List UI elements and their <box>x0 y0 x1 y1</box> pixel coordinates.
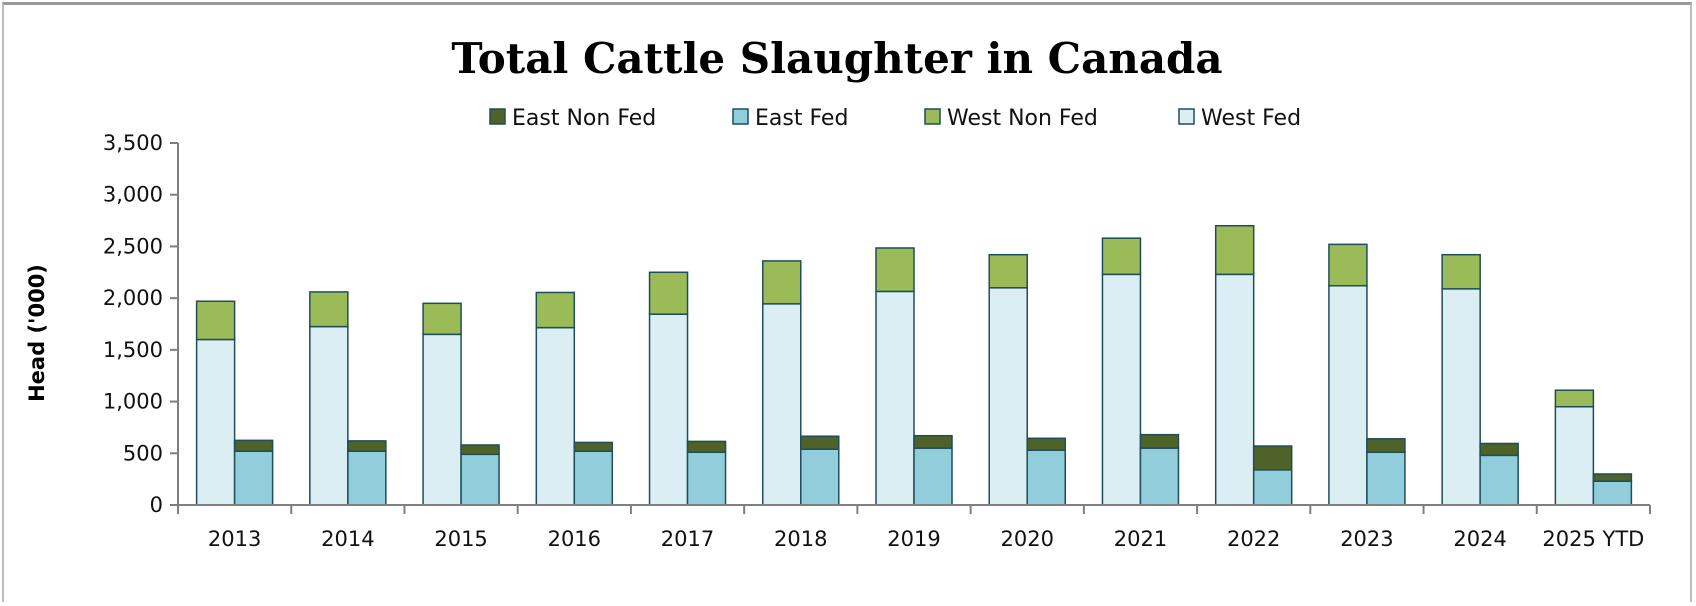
legend-label-west-fed: West Fed <box>1201 106 1301 131</box>
bar-east-fed-2014 <box>347 450 387 506</box>
y-axis-label: Head ('000) <box>25 264 49 402</box>
bar-west-non-fed-2016 <box>535 291 576 329</box>
x-tick-label-2023: 2023 <box>1340 527 1393 551</box>
x-tick-label-2020: 2020 <box>1001 527 1054 551</box>
y-tick-label-2500: 2,500 <box>103 234 163 258</box>
bar-east-fed-2016 <box>573 450 614 506</box>
x-tick-label-2025-ytd: 2025 YTD <box>1542 527 1644 551</box>
bar-east-non-fed-2017 <box>686 440 727 454</box>
bar-west-fed-2019 <box>875 290 915 506</box>
bars <box>195 224 1633 506</box>
bar-east-fed-2017 <box>686 451 727 506</box>
bar-east-fed-2021 <box>1139 447 1180 506</box>
bar-east-non-fed-2023 <box>1366 438 1406 454</box>
bar-west-fed-2018 <box>762 303 802 506</box>
legend-label-west-non-fed: West Non Fed <box>947 106 1098 131</box>
x-tick-label-2017: 2017 <box>661 527 714 551</box>
bar-west-non-fed-2015 <box>422 302 462 336</box>
bar-west-non-fed-2017 <box>648 271 689 315</box>
bar-east-fed-2020 <box>1026 449 1066 506</box>
x-tick-label-2024: 2024 <box>1453 527 1506 551</box>
y-tick-label-0: 0 <box>150 493 163 517</box>
bar-west-non-fed-2020 <box>988 253 1028 289</box>
bar-east-non-fed-2021 <box>1139 433 1180 449</box>
bar-east-fed-2022 <box>1252 469 1293 506</box>
legend-swatch-west-non-fed <box>924 108 941 125</box>
x-axis: 2013 2014 2015 2016 2017 2018 2019 2020 2021 2022… <box>177 504 1651 551</box>
bar-west-non-fed-2018 <box>762 260 802 305</box>
bar-east-fed-2023 <box>1366 451 1406 506</box>
y-tick-label-3500: 3,500 <box>103 131 163 155</box>
bar-east-non-fed-2014 <box>347 440 387 452</box>
bar-west-non-fed-2014 <box>309 291 349 328</box>
bar-west-fed-2022 <box>1214 273 1255 506</box>
x-tick-label-2016: 2016 <box>548 527 601 551</box>
bar-west-fed-2014 <box>309 325 349 506</box>
bar-east-fed-2025-ytd <box>1592 480 1633 506</box>
bar-east-non-fed-2019 <box>913 434 953 449</box>
x-tick-label-2015: 2015 <box>434 527 487 551</box>
bar-west-non-fed-2013 <box>195 300 236 341</box>
bar-east-non-fed-2015 <box>460 444 500 456</box>
legend-swatch-east-non-fed <box>489 108 506 125</box>
bar-east-fed-2015 <box>460 453 500 506</box>
bar-west-non-fed-2023 <box>1328 243 1368 287</box>
y-tick-label-500: 500 <box>123 441 163 465</box>
bar-east-non-fed-2024 <box>1479 442 1519 457</box>
bar-west-fed-2016 <box>535 326 576 506</box>
bar-east-non-fed-2025-ytd <box>1592 473 1633 482</box>
x-tick-label-2022: 2022 <box>1227 527 1280 551</box>
y-tick-label-1000: 1,000 <box>103 390 163 414</box>
y-tick-label-1500: 1,500 <box>103 338 163 362</box>
legend-swatch-west-fed <box>1178 108 1195 125</box>
bar-west-fed-2025-ytd <box>1554 405 1595 506</box>
x-tick-label-2013: 2013 <box>208 527 261 551</box>
legend-label-east-fed: East Fed <box>755 106 848 131</box>
x-tick-label-2021: 2021 <box>1114 527 1167 551</box>
legend-swatch-east-fed <box>732 108 749 125</box>
bar-east-fed-2024 <box>1479 454 1519 506</box>
bar-east-fed-2019 <box>913 447 953 506</box>
bar-west-fed-2023 <box>1328 284 1368 506</box>
bar-west-fed-2017 <box>648 313 689 506</box>
bar-west-fed-2015 <box>422 333 462 506</box>
y-axis: 0 500 1,000 1,500 2,000 2,500 3,000 3,500 <box>103 131 179 517</box>
bar-east-non-fed-2022 <box>1252 445 1293 471</box>
legend-label-east-non-fed: East Non Fed <box>512 106 656 131</box>
y-tick-label-3000: 3,000 <box>103 183 163 207</box>
bar-east-non-fed-2013 <box>233 439 274 452</box>
bar-east-non-fed-2020 <box>1026 437 1066 451</box>
bar-east-non-fed-2016 <box>573 441 614 452</box>
bar-west-fed-2020 <box>988 287 1028 506</box>
bar-west-non-fed-2025-ytd <box>1554 389 1595 408</box>
legend: East Non Fed East Fed West Non Fed West Fed <box>489 106 1301 131</box>
bar-east-fed-2018 <box>800 448 840 506</box>
bar-west-non-fed-2022 <box>1214 224 1255 276</box>
x-tick-label-2018: 2018 <box>774 527 827 551</box>
y-tick-label-2000: 2,000 <box>103 286 163 310</box>
bar-west-fed-2024 <box>1441 288 1481 506</box>
bar-west-fed-2013 <box>195 338 236 506</box>
bar-west-fed-2021 <box>1101 273 1142 506</box>
bar-west-non-fed-2021 <box>1101 237 1142 276</box>
bar-east-fed-2013 <box>233 450 274 506</box>
x-tick-label-2019: 2019 <box>887 527 940 551</box>
bar-west-non-fed-2019 <box>875 247 915 293</box>
bar-east-non-fed-2018 <box>800 435 840 450</box>
bar-west-non-fed-2024 <box>1441 253 1481 290</box>
chart-title: Total Cattle Slaughter in Canada <box>451 34 1222 83</box>
x-tick-label-2014: 2014 <box>321 527 374 551</box>
